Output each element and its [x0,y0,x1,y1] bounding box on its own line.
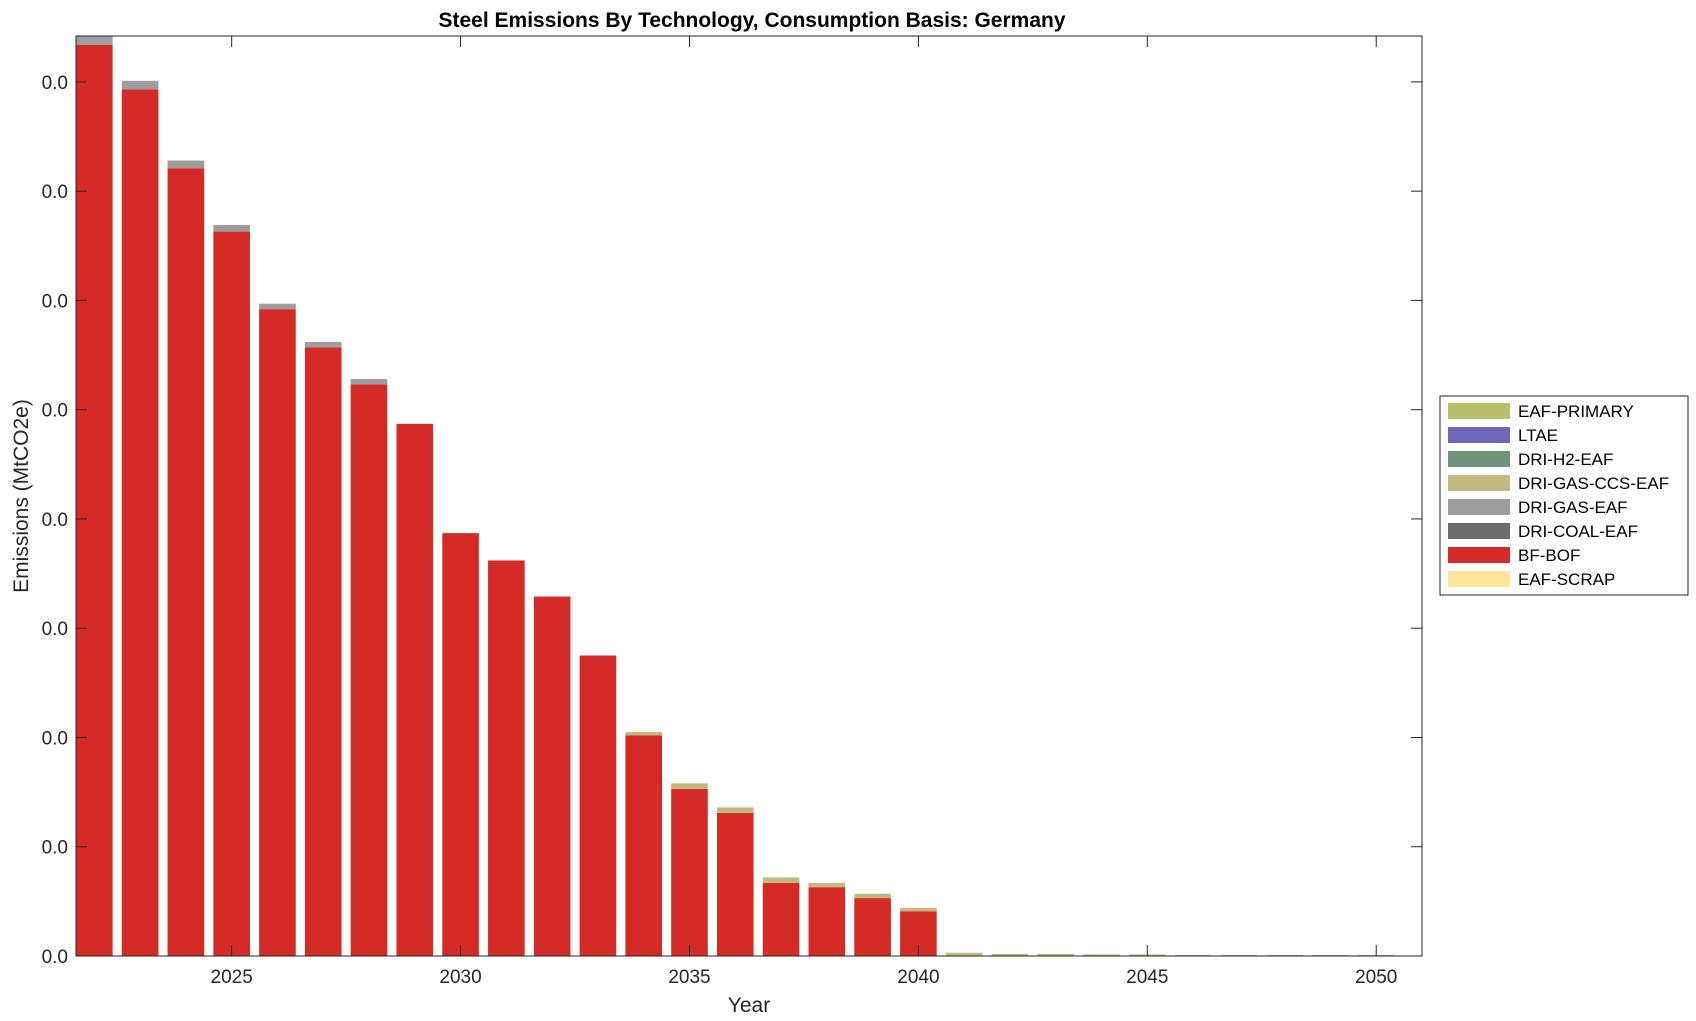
bar-bf-bof-2031 [488,560,525,956]
y-tick-label-8: 0.0 [42,73,68,94]
legend-swatch-bf-bof [1448,547,1510,563]
bar-bf-bof-2026 [259,309,296,956]
bar-dri-gas-ccs-eaf-2049 [1312,954,1349,956]
bar-bf-bof-2023 [121,89,159,957]
bar-bf-bof-2027 [304,347,342,956]
legend-swatch-ltae [1448,427,1510,443]
bar-dri-gas-ccs-eaf-2048 [1266,954,1303,956]
legend-swatch-dri-gas-ccs-eaf [1448,475,1510,491]
bar-bf-bof-2037 [762,882,800,956]
bar-dri-gas-ccs-eaf-2037 [762,877,800,883]
legend-label-bf-bof: BF-BOF [1518,546,1580,565]
bar-bf-bof-2022 [76,44,113,957]
y-tick-label-6: 0.0 [42,291,68,312]
bar-bf-bof-2028 [350,384,388,956]
bar-dri-gas-eaf-2027 [304,341,342,348]
x-tick-label-2035: 2035 [668,967,710,988]
bar-dri-gas-ccs-eaf-2038 [808,882,846,888]
y-tick-label-0: 0.0 [42,947,68,968]
bar-dri-gas-eaf-2024 [167,160,205,169]
legend-box [1439,395,1689,596]
y-tick-label-2: 0.0 [42,728,68,749]
x-tick-label-2030: 2030 [439,967,481,988]
chart-title: Steel Emissions By Technology, Consumpti… [438,9,1065,32]
bar-dri-gas-eaf-2028 [350,379,388,385]
bar-dri-gas-ccs-eaf-2035 [671,783,708,789]
bar-bf-bof-2038 [808,887,846,956]
y-tick-label-7: 0.0 [42,182,68,203]
bar-bf-bof-2032 [533,596,571,956]
legend-label-dri-h2-eaf: DRI-H2-EAF [1518,450,1613,469]
bar-dri-gas-eaf-2025 [213,225,250,232]
bar-bf-bof-2034 [625,735,663,956]
x-tick-label-2050: 2050 [1355,967,1397,988]
bar-dri-gas-ccs-eaf-2042 [991,953,1029,956]
y-tick-label-3: 0.0 [42,619,68,640]
legend-label-dri-gas-eaf: DRI-GAS-EAF [1518,498,1628,517]
bar-bf-bof-2024 [167,168,205,956]
plot-area [75,35,1423,957]
y-tick-label-4: 0.0 [42,510,68,531]
legend: EAF-PRIMARY LTAE DRI-H2-EAF DRI-GAS-CCS-EAF… [1439,395,1689,596]
bar-bf-bof-2025 [213,231,250,956]
x-tick-label-2040: 2040 [897,967,939,988]
bar-bf-bof-2039 [854,898,891,956]
bar-dri-gas-ccs-eaf-2040 [900,907,937,912]
x-axis-label: Year [728,994,770,1017]
legend-label-dri-gas-ccs-eaf: DRI-GAS-CCS-EAF [1518,474,1669,493]
bar-bf-bof-2029 [396,423,434,956]
bar-dri-gas-ccs-eaf-2041 [945,952,983,956]
legend-swatch-dri-gas-eaf [1448,499,1510,515]
legend-swatch-dri-h2-eaf [1448,451,1510,467]
bar-dri-gas-ccs-eaf-2036 [716,807,754,813]
legend-swatch-dri-coal-eaf [1448,523,1510,539]
bars-layer [76,36,1395,957]
axis-ticks: 2025 2030 2035 2040 2045 2050 0.0 0.0 0.0 0.0 0.0 0… [42,36,1422,988]
x-tick-label-2025: 2025 [211,967,253,988]
legend-label-ltae: LTAE [1518,426,1558,445]
x-tick-label-2045: 2045 [1126,967,1168,988]
bar-dri-gas-ccs-eaf-2043 [1037,953,1075,956]
y-tick-label-1: 0.0 [42,838,68,859]
y-tick-label-5: 0.0 [42,401,68,422]
bar-bf-bof-2035 [671,788,708,956]
legend-swatch-eaf-scrap [1448,571,1510,587]
bar-dri-gas-eaf-2023 [121,80,159,90]
bar-dri-gas-ccs-eaf-2044 [1083,954,1120,956]
legend-label-dri-coal-eaf: DRI-COAL-EAF [1518,522,1638,541]
bar-bf-bof-2036 [716,812,754,956]
legend-swatch-eaf-primary [1448,403,1510,419]
bar-dri-gas-ccs-eaf-2047 [1220,954,1258,956]
y-axis-label: Emissions (MtCO2e) [10,399,33,593]
legend-label-eaf-primary: EAF-PRIMARY [1518,402,1634,421]
bar-dri-gas-eaf-2026 [259,303,296,310]
legend-label-eaf-scrap: EAF-SCRAP [1518,570,1615,589]
bar-bf-bof-2030 [442,533,479,956]
bar-bf-bof-2033 [579,655,617,956]
bar-dri-gas-eaf-2022 [76,36,113,45]
bar-dri-gas-ccs-eaf-2039 [854,893,891,899]
bar-dri-gas-ccs-eaf-2046 [1174,954,1212,956]
bar-dri-gas-ccs-eaf-2034 [625,732,663,736]
